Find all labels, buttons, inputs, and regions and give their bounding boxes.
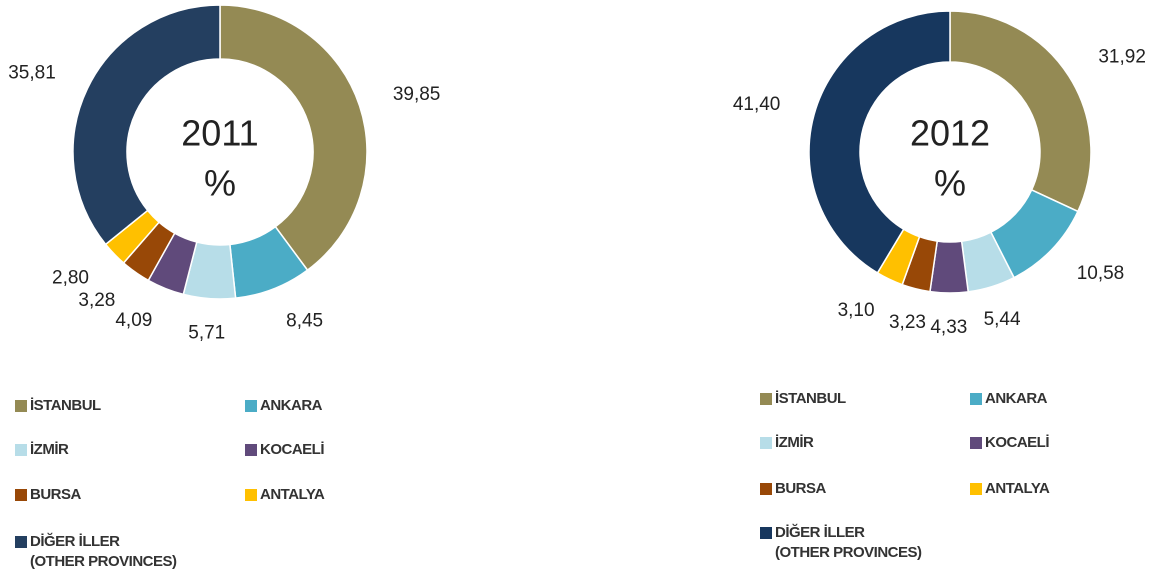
value-label: 39,85 bbox=[393, 84, 441, 105]
legend-label: BURSA bbox=[775, 480, 826, 497]
slice bbox=[72, 4, 221, 246]
legend-label: KOCAELİ bbox=[260, 441, 325, 458]
legend-item: ANKARA bbox=[245, 396, 323, 416]
slice bbox=[949, 10, 1092, 213]
value-label: 41,40 bbox=[733, 94, 781, 115]
legend-label: BURSA bbox=[30, 486, 81, 503]
legend-swatch bbox=[15, 489, 27, 501]
value-label: 35,81 bbox=[8, 63, 56, 84]
legend-swatch bbox=[15, 400, 27, 412]
center-unit: % bbox=[204, 163, 236, 204]
legend-item: BURSA bbox=[15, 485, 81, 505]
legend-item: DİĞER İLLER (OTHER PROVINCES) bbox=[760, 523, 922, 563]
legend-swatch bbox=[245, 444, 257, 456]
legend-swatch bbox=[760, 483, 772, 495]
legend-swatch bbox=[15, 536, 27, 548]
legend-swatch bbox=[970, 483, 982, 495]
value-label: 3,10 bbox=[838, 300, 875, 321]
slice bbox=[808, 10, 951, 274]
legend-item: İZMİR bbox=[15, 440, 69, 460]
value-label: 5,44 bbox=[984, 309, 1021, 330]
legend-label: İZMİR bbox=[775, 434, 814, 451]
center-title: 2012 bbox=[910, 113, 990, 154]
legend-item: BURSA bbox=[760, 479, 826, 499]
legend-swatch bbox=[760, 393, 772, 405]
legend-label: KOCAELİ bbox=[985, 434, 1050, 451]
legend-item: ANKARA bbox=[970, 389, 1048, 409]
value-label: 10,58 bbox=[1077, 263, 1125, 284]
legend-swatch bbox=[760, 437, 772, 449]
value-label: 31,92 bbox=[1098, 46, 1146, 67]
legend-item: İSTANBUL bbox=[15, 396, 101, 416]
value-label: 3,23 bbox=[889, 312, 926, 333]
center-unit: % bbox=[934, 163, 966, 204]
slice bbox=[219, 4, 368, 272]
legend-swatch bbox=[970, 393, 982, 405]
value-label: 4,09 bbox=[115, 310, 152, 331]
legend-item: KOCAELİ bbox=[970, 433, 1050, 453]
value-label: 8,45 bbox=[286, 311, 323, 332]
center-title: 2011 bbox=[181, 113, 258, 154]
legend-label: ANKARA bbox=[985, 390, 1048, 407]
legend-swatch bbox=[245, 400, 257, 412]
legend-item: İZMİR bbox=[760, 433, 814, 453]
legend-item: ANTALYA bbox=[970, 479, 1050, 499]
legend-swatch bbox=[760, 527, 772, 539]
legend-swatch bbox=[245, 489, 257, 501]
legend-swatch bbox=[15, 444, 27, 456]
legend-label: İSTANBUL bbox=[30, 397, 101, 414]
legend-item: DİĞER İLLER (OTHER PROVINCES) bbox=[15, 532, 177, 572]
legend-label: DİĞER İLLER (OTHER PROVINCES) bbox=[775, 524, 922, 561]
value-label: 4,33 bbox=[930, 317, 967, 338]
value-label: 3,28 bbox=[78, 290, 115, 311]
legend-item: KOCAELİ bbox=[245, 440, 325, 460]
legend-label: ANKARA bbox=[260, 397, 323, 414]
legend-label: ANTALYA bbox=[985, 480, 1050, 497]
legend-label: ANTALYA bbox=[260, 486, 325, 503]
legend-swatch bbox=[970, 437, 982, 449]
legend-label: DİĞER İLLER (OTHER PROVINCES) bbox=[30, 533, 177, 570]
value-label: 5,71 bbox=[188, 323, 225, 344]
legend-label: İZMİR bbox=[30, 441, 69, 458]
value-label: 2,80 bbox=[52, 267, 89, 288]
legend-item: İSTANBUL bbox=[760, 389, 846, 409]
legend-item: ANTALYA bbox=[245, 485, 325, 505]
legend-label: İSTANBUL bbox=[775, 390, 846, 407]
